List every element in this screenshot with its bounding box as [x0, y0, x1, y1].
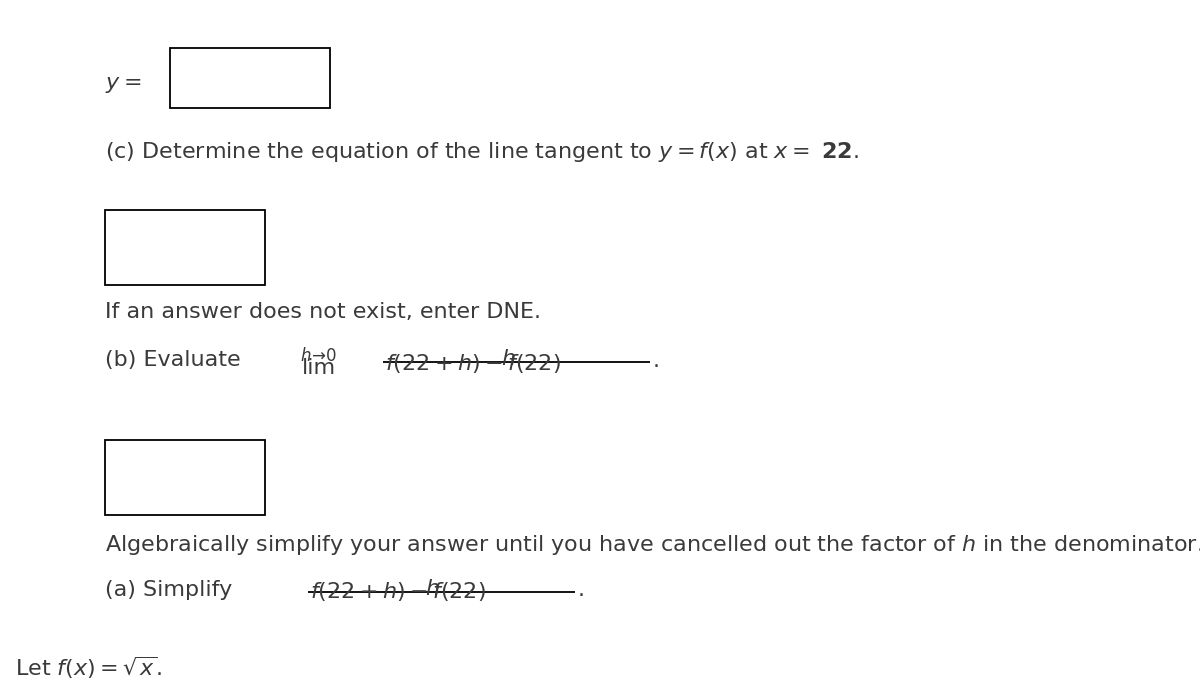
Text: .: .	[653, 351, 660, 371]
Text: .: .	[578, 580, 586, 600]
Text: If an answer does not exist, enter DNE.: If an answer does not exist, enter DNE.	[106, 302, 541, 322]
Text: $y =$: $y =$	[106, 75, 142, 95]
Text: (c) Determine the equation of the line tangent to $y = f(x)$ at $x =$ $\mathbf{2: (c) Determine the equation of the line t…	[106, 140, 859, 164]
Text: Algebraically simplify your answer until you have cancelled out the factor of $h: Algebraically simplify your answer until…	[106, 533, 1200, 557]
Text: Let $f(x) = \sqrt{x}$.: Let $f(x) = \sqrt{x}$.	[14, 655, 162, 681]
Text: $f(22 + h) - f(22)$: $f(22 + h) - f(22)$	[385, 352, 560, 375]
Bar	[106, 440, 265, 515]
Text: $h\!\to\!0$: $h\!\to\!0$	[300, 347, 337, 365]
Text: (a) Simplify: (a) Simplify	[106, 580, 233, 600]
Text: (b) Evaluate: (b) Evaluate	[106, 350, 241, 370]
Bar	[170, 48, 330, 108]
Text: $f(22 + h) - f(22)$: $f(22 + h) - f(22)$	[310, 580, 486, 603]
Text: $h$: $h$	[500, 349, 515, 369]
Text: $h$: $h$	[425, 579, 439, 599]
Bar	[106, 210, 265, 285]
Text: lim: lim	[302, 358, 336, 378]
